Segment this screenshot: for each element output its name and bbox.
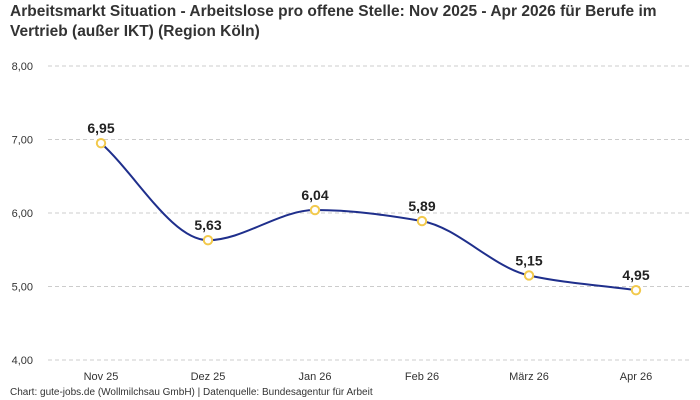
x-axis-tick-labels: Nov 25 Dez 25 Jan 26 Feb 26 März 26 Apr 26 — [84, 371, 653, 383]
y-tick-label: 5,00 — [12, 282, 33, 294]
y-tick-label: 7,00 — [12, 135, 33, 147]
y-tick-label: 8,00 — [12, 61, 33, 73]
data-label: 5,63 — [194, 217, 221, 233]
data-label: 6,04 — [301, 187, 328, 203]
data-label: 5,15 — [515, 252, 542, 268]
x-tick-label: März 26 — [509, 371, 549, 383]
chart-source-note: Chart: gute-jobs.de (Wollmilchsau GmbH) … — [10, 387, 373, 398]
y-gridlines — [48, 65, 690, 361]
data-label: 4,95 — [622, 267, 649, 283]
data-labels: 6,95 5,63 6,04 5,89 5,15 4,95 — [87, 120, 649, 283]
x-tick-label: Feb 26 — [405, 371, 439, 383]
data-point — [95, 137, 107, 149]
data-point — [202, 234, 214, 246]
chart-title: Arbeitsmarkt Situation - Arbeitslose pro… — [10, 3, 657, 40]
x-tick-label: Jan 26 — [298, 371, 331, 383]
data-point — [523, 270, 535, 281]
x-tick-label: Dez 25 — [191, 371, 226, 383]
y-axis-tick-labels: 4,00 5,00 6,00 7,00 8,00 — [12, 61, 33, 367]
x-tick-label: Apr 26 — [620, 371, 652, 383]
y-tick-label: 6,00 — [12, 208, 33, 220]
data-label: 6,95 — [87, 120, 114, 136]
series-line — [100, 142, 637, 292]
data-point — [630, 284, 642, 296]
y-tick-label: 4,00 — [12, 355, 33, 367]
data-point — [309, 204, 321, 216]
data-label: 5,89 — [408, 198, 435, 214]
x-tick-label: Nov 25 — [84, 371, 119, 383]
data-point-markers — [95, 137, 642, 296]
data-point — [416, 215, 428, 227]
